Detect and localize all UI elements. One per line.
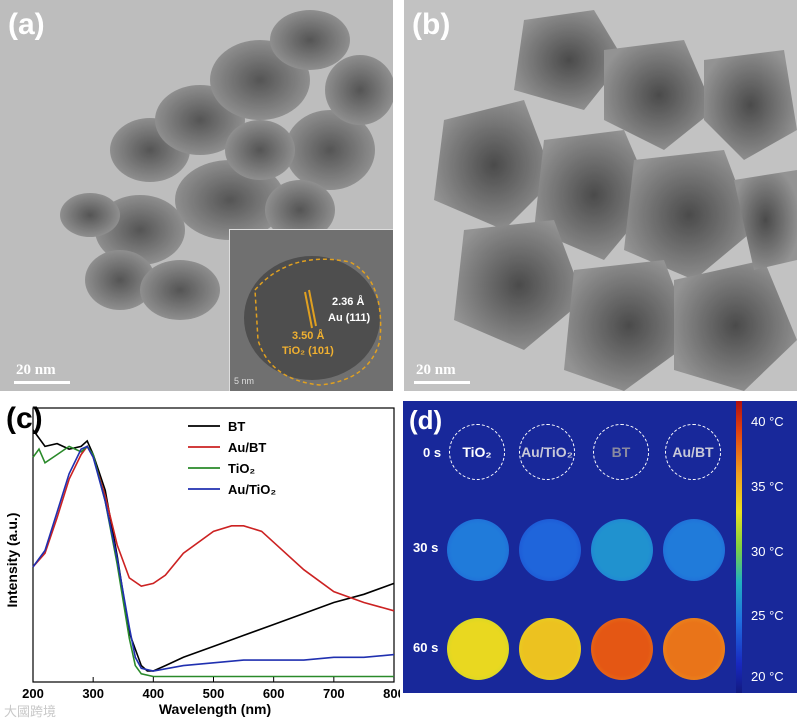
hrtem-inset-image <box>230 230 393 391</box>
plot-frame <box>32 407 395 683</box>
panel-a-label: (a) <box>8 8 45 41</box>
hrtem-inset: 2.36 Å Au (111) 3.50 Å TiO₂ (101) 5 nm <box>229 229 393 391</box>
x-tick-label: 300 <box>82 686 104 701</box>
sample-label-au-bt: Au/BT <box>672 444 714 460</box>
scale-bar-b-label: 20 nm <box>416 362 456 378</box>
legend-label-2: TiO₂ <box>228 461 255 476</box>
sample-label-au-tio2: Au/TiO₂ <box>521 444 573 460</box>
series-line-3 <box>32 445 395 672</box>
x-tick-label: 600 <box>263 686 285 701</box>
x-tick-label: 200 <box>22 686 44 701</box>
legend-label-1: Au/BT <box>228 440 266 455</box>
spot-bt-30s <box>591 519 653 581</box>
sample-label-tio2: TiO₂ <box>462 444 492 460</box>
time-label-60s: 60 s <box>413 640 439 655</box>
tem-micrograph-b <box>404 0 797 391</box>
spot-tio2-60s <box>447 618 509 680</box>
series-line-2 <box>32 445 394 678</box>
spot-au-tio2-60s <box>519 618 581 680</box>
y-axis-label: Intensity (a.u.) <box>4 513 20 608</box>
d-spacing-tio2: 3.50 Å <box>292 330 325 342</box>
tem-micrograph-a <box>0 0 393 391</box>
sample-ring-tio2: TiO₂ <box>449 424 505 480</box>
legend-label-3: Au/TiO₂ <box>228 482 276 497</box>
scale-bar-b <box>414 381 470 384</box>
scale-bar-a <box>14 381 70 384</box>
panel-d-label: (d) <box>409 405 443 435</box>
spot-au-tio2-30s <box>519 519 581 581</box>
colorbar-tick-30: 30 °C <box>751 544 784 559</box>
spot-tio2-30s <box>447 519 509 581</box>
spot-au-bt-60s <box>663 618 725 680</box>
au-plane-label: Au (111) <box>328 312 371 324</box>
time-label-0s: 0 s <box>423 445 442 460</box>
x-tick-label: 800 <box>383 686 400 701</box>
series-line-0 <box>32 429 395 672</box>
colorbar-tick-20: 20 °C <box>751 669 784 684</box>
absorbance-chart-panel: 200 300 400 500 600 700 800 Wavelength (nm) In… <box>0 400 400 722</box>
panel-c-label: (c) <box>6 402 43 435</box>
temperature-colorbar <box>736 401 742 693</box>
series-layer <box>32 429 395 678</box>
tio2-plane-label: TiO₂ (101) <box>282 345 334 357</box>
spot-bt-60s <box>591 618 653 680</box>
x-axis-label: Wavelength (nm) <box>159 701 271 717</box>
absorbance-chart: 200 300 400 500 600 700 800 Wavelength (nm) In… <box>4 407 400 717</box>
series-line-1 <box>32 444 395 612</box>
spot-au-bt-30s <box>663 519 725 581</box>
x-tick-label: 700 <box>323 686 345 701</box>
tick-layer: 200 300 400 500 600 700 800 <box>22 677 400 701</box>
colorbar-tick-35: 35 °C <box>751 479 784 494</box>
d-spacing-au: 2.36 Å <box>332 296 365 308</box>
x-tick-label: 400 <box>142 686 164 701</box>
time-label-30s: 30 s <box>413 540 439 555</box>
legend: BT Au/BT TiO₂ Au/TiO₂ <box>188 419 276 497</box>
legend-label-0: BT <box>228 419 245 434</box>
sample-label-bt: BT <box>611 444 631 460</box>
sample-ring-au-bt: Au/BT <box>665 424 721 480</box>
sample-ring-au-tio2: Au/TiO₂ <box>519 424 575 480</box>
colorbar-tick-25: 25 °C <box>751 608 784 623</box>
sample-ring-bt: BT <box>593 424 649 480</box>
panel-b-label: (b) <box>412 8 451 41</box>
inset-scale-label: 5 nm <box>234 376 255 386</box>
tem-image-panel-b: (b) 20 nm <box>404 0 797 391</box>
watermark: 大國跨境 <box>4 704 57 719</box>
scale-bar-a-label: 20 nm <box>16 362 56 378</box>
colorbar-tick-40: 40 °C <box>751 414 784 429</box>
thermal-image-panel: (d) 0 s 30 s 60 s TiO₂ Au/TiO₂ BT Au/BT … <box>403 401 797 693</box>
tem-image-panel-a: 2.36 Å Au (111) 3.50 Å TiO₂ (101) 5 nm (… <box>0 0 393 391</box>
x-tick-label: 500 <box>203 686 225 701</box>
